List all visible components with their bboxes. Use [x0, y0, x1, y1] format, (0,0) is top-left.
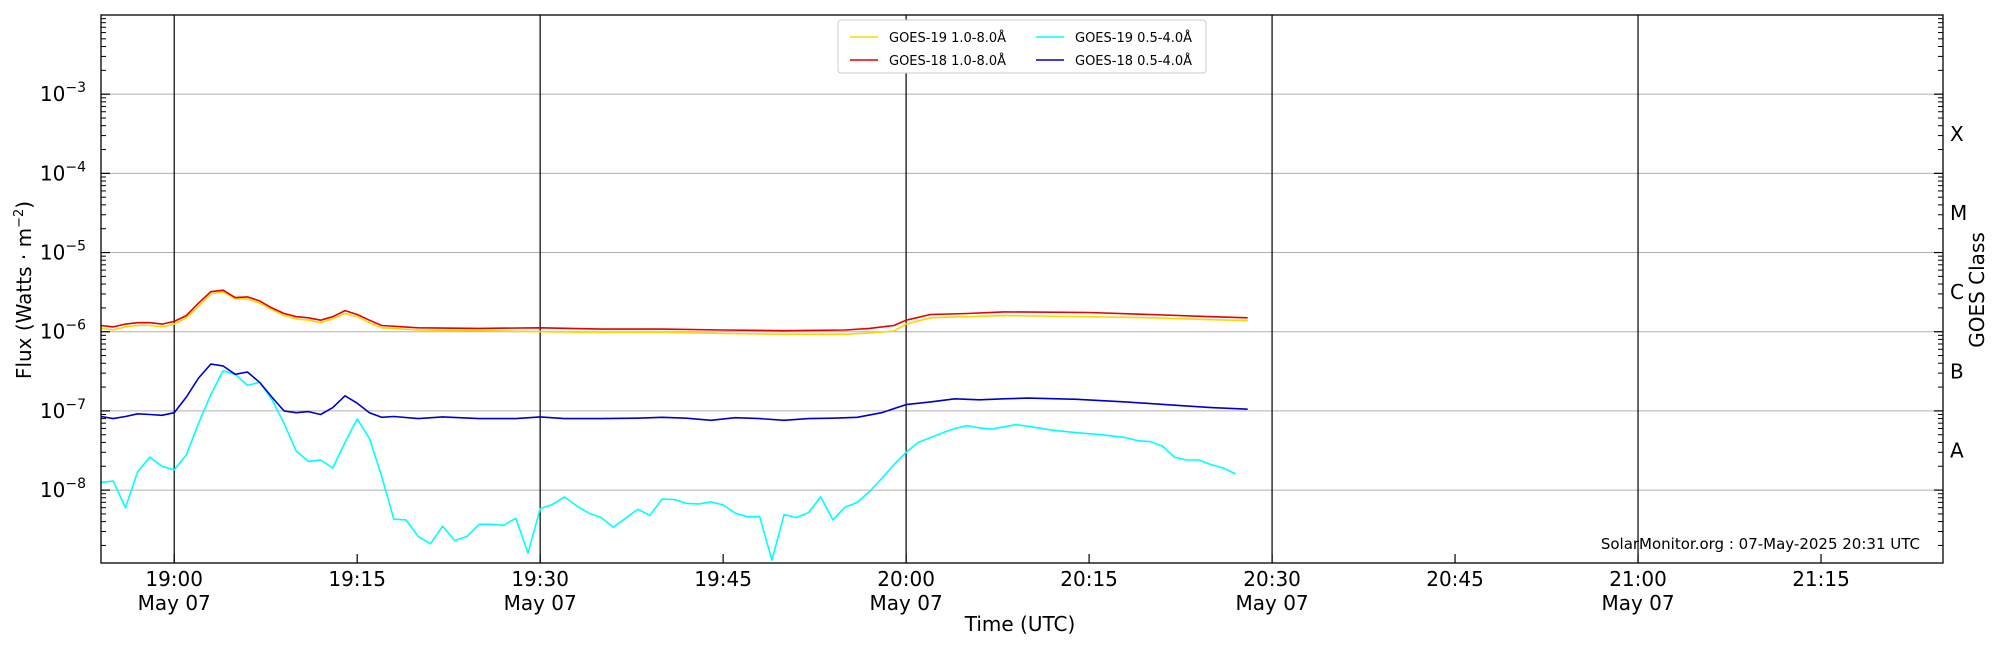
y-axis-title-main: Flux (Watts · m	[12, 228, 36, 379]
x-tick-label-date: May 07	[504, 591, 577, 615]
x-tick-label-time: 21:15	[1792, 567, 1850, 591]
goes-class-label: B	[1950, 359, 1964, 383]
y-axis-title-close: )	[12, 201, 36, 209]
legend-label: GOES-18 0.5-4.0Å	[1075, 53, 1192, 69]
x-tick-label-date: May 07	[138, 591, 211, 615]
x-tick-label-time: 20:45	[1426, 567, 1484, 591]
time-markers	[173, 15, 1639, 563]
goes-class-label: A	[1950, 439, 1964, 463]
x-axis-title: Time (UTC)	[964, 612, 1076, 636]
legend-label: GOES-18 1.0-8.0Å	[889, 53, 1006, 69]
y-tick-label-base: 10	[40, 161, 65, 185]
axis-ticks	[101, 18, 1943, 563]
x-tick-label-date: May 07	[1235, 591, 1308, 615]
x-tick-label-time: 19:15	[328, 567, 386, 591]
legend-label: GOES-19 0.5-4.0Å	[1075, 30, 1192, 46]
goes-class-axis-title: GOES Class	[1965, 232, 1989, 348]
grid-lines	[101, 93, 1943, 491]
y-axis-title-exponent: −2	[12, 209, 27, 228]
x-tick-label-time: 19:00	[145, 567, 203, 591]
credit-text: SolarMonitor.org : 07-May-2025 20:31 UTC	[1601, 535, 1920, 553]
series-line-1	[100, 290, 1248, 336]
x-tick-label-time: 19:30	[511, 567, 569, 591]
y-tick-label-exponent: −6	[65, 318, 86, 334]
x-tick-label-time: 21:00	[1609, 567, 1667, 591]
x-tick-label-time: 20:30	[1243, 567, 1301, 591]
y-tick-label-exponent: −5	[65, 239, 86, 255]
y-tick-label-base: 10	[40, 320, 65, 344]
x-tick-label-date: May 07	[870, 591, 943, 615]
series-line-4	[100, 363, 1248, 422]
y-tick-label: 10−7	[40, 397, 86, 423]
goes-class-labels: A B C M X	[1950, 122, 1967, 463]
series-line-2	[100, 289, 1248, 332]
y-tick-label-exponent: −7	[65, 397, 86, 413]
y-tick-label: 10−8	[40, 476, 86, 502]
legend-label: GOES-19 1.0-8.0Å	[889, 30, 1006, 46]
legend-frame	[837, 19, 1207, 74]
legend: GOES-19 1.0-8.0Å GOES-18 1.0-8.0Å GOES-19 …	[837, 19, 1207, 74]
y-tick-label: 10−4	[40, 159, 86, 185]
y-tick-label-exponent: −8	[65, 476, 86, 492]
y-tick-label: 10−6	[40, 318, 86, 344]
y-tick-label-base: 10	[40, 478, 65, 502]
y-axis-title: Flux (Watts · m−2)	[12, 201, 36, 379]
y-tick-label-base: 10	[40, 399, 65, 423]
series-line-3	[100, 370, 1236, 562]
x-tick-label-time: 20:00	[877, 567, 935, 591]
y-tick-label-exponent: −4	[65, 159, 86, 175]
y-tick-labels: 10−810−710−610−510−410−3	[40, 80, 86, 502]
x-tick-label-date: May 07	[1601, 591, 1674, 615]
y-tick-label-exponent: −3	[65, 80, 86, 96]
x-tick-label-time: 19:45	[694, 567, 752, 591]
goes-class-label: C	[1950, 280, 1964, 304]
series-lines	[100, 289, 1248, 562]
y-tick-label: 10−5	[40, 239, 86, 265]
y-tick-label-base: 10	[40, 82, 65, 106]
x-tick-label-time: 20:15	[1060, 567, 1118, 591]
plot-frame	[100, 14, 1944, 564]
y-tick-label: 10−3	[40, 80, 86, 106]
legend-items: GOES-19 1.0-8.0Å GOES-18 1.0-8.0Å GOES-19 …	[850, 30, 1192, 69]
goes-class-label: M	[1950, 201, 1967, 225]
y-tick-label-base: 10	[40, 241, 65, 265]
goes-class-label: X	[1950, 122, 1964, 146]
